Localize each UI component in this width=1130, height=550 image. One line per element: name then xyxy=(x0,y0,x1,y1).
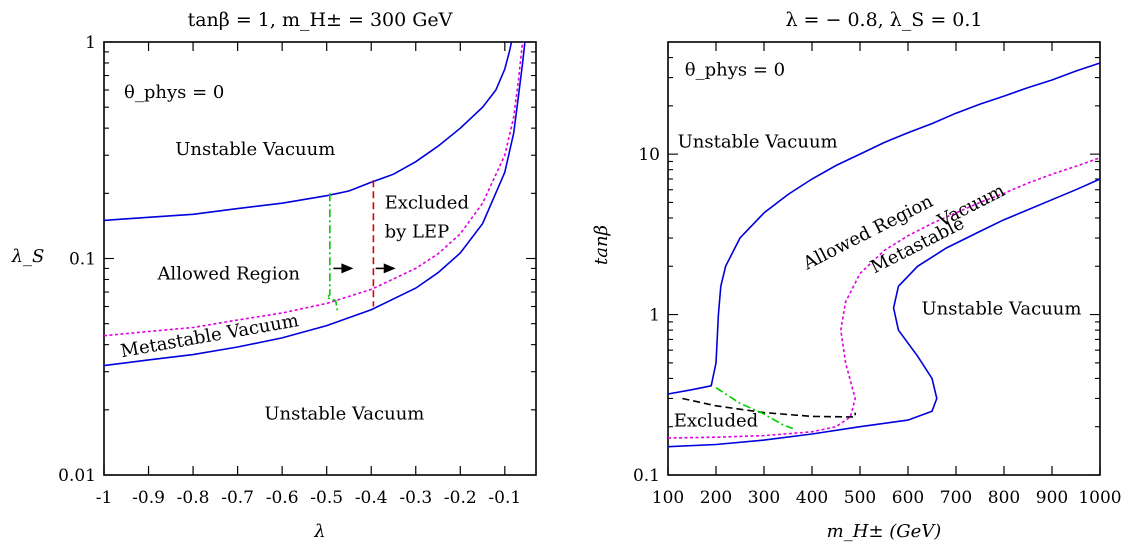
y-axis-label: λ_S xyxy=(11,246,45,267)
series-line-4 xyxy=(325,193,339,314)
arrow-head xyxy=(383,263,396,274)
x-tick-label: -0.8 xyxy=(177,488,210,508)
x-tick-label: 1000 xyxy=(1078,488,1121,508)
x-tick-label: -0.4 xyxy=(355,488,388,508)
x-tick-label: -1 xyxy=(96,488,113,508)
x-tick-label: 400 xyxy=(796,488,828,508)
series-line-1 xyxy=(667,62,1101,395)
y-tick-label: 10 xyxy=(638,145,660,165)
chart-title: tanβ = 1, m_H± = 300 GeV xyxy=(188,9,453,31)
x-tick-label: -0.2 xyxy=(444,488,477,508)
x-tick-label: 300 xyxy=(748,488,780,508)
y-tick-label: 0.1 xyxy=(633,466,660,486)
x-tick-label: -0.1 xyxy=(488,488,521,508)
plot-frame xyxy=(667,41,1101,476)
series-line-3 xyxy=(667,178,1101,448)
y-axis-label: tanβ xyxy=(591,225,612,265)
series-line-4 xyxy=(682,397,857,418)
x-tick-label: 900 xyxy=(1036,488,1068,508)
x-axis-label: λ xyxy=(313,521,325,542)
x-tick-label: 800 xyxy=(988,488,1020,508)
annotation-label: Excluded xyxy=(674,411,758,432)
annotation-label: Allowed Region xyxy=(156,263,300,284)
annotation-label: by LEP xyxy=(385,222,450,243)
x-tick-label: -0.5 xyxy=(310,488,343,508)
y-tick-label: 1 xyxy=(649,306,660,326)
x-tick-label: 500 xyxy=(844,488,876,508)
annotation-label: Vacuum xyxy=(933,180,1008,232)
annotation-label: Unstable Vacuum xyxy=(264,404,424,425)
y-tick-label: 0.1 xyxy=(69,250,96,270)
annotation-label: Unstable Vacuum xyxy=(678,131,838,152)
series-line-1 xyxy=(103,41,513,222)
x-tick-label: 600 xyxy=(892,488,924,508)
annotation-label: Unstable Vacuum xyxy=(921,299,1081,320)
y-tick-label: 0.01 xyxy=(58,466,96,486)
x-tick-label: 700 xyxy=(940,488,972,508)
x-tick-label: 100 xyxy=(652,488,684,508)
series-line-5 xyxy=(715,387,794,430)
series-line-2 xyxy=(103,41,524,337)
series-line-3 xyxy=(103,41,526,367)
chart-right: 100 200 300 400 500 600 700 800 900 1000 0.1 1 10 θ_p… xyxy=(591,9,1122,542)
annotation-label: θ_phys = 0 xyxy=(685,59,785,80)
chart-left: -1 -0.9 -0.8 -0.7 -0.6 -0.5 -0.4 -0.3 -0.2 -0.1 0.… xyxy=(11,9,537,542)
x-tick-label: -0.6 xyxy=(266,488,299,508)
arrow-head xyxy=(341,263,354,274)
annotation-label: θ_phys = 0 xyxy=(124,82,224,103)
annotation-label: Metastable Vacuum xyxy=(119,310,300,362)
chart-title: λ = − 0.8, λ_S = 0.1 xyxy=(785,9,982,31)
x-tick-label: -0.3 xyxy=(399,488,432,508)
x-tick-label: -0.7 xyxy=(221,488,254,508)
x-axis-label: m_H± (GeV) xyxy=(827,521,942,542)
series-line-2 xyxy=(667,156,1101,439)
annotation-label: Unstable Vacuum xyxy=(175,139,335,160)
x-tick-label: -0.9 xyxy=(132,488,165,508)
x-tick-label: 200 xyxy=(700,488,732,508)
y-tick-label: 1 xyxy=(85,33,96,53)
annotation-label: Excluded xyxy=(385,193,469,214)
